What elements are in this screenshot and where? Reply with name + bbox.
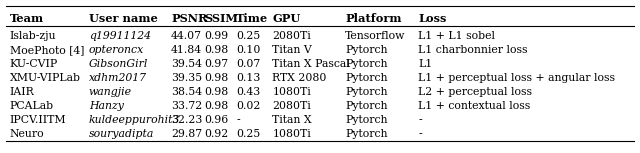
Text: XMU-VIPLab: XMU-VIPLab [10,73,81,83]
Text: wangjie: wangjie [89,87,132,97]
Text: q19911124: q19911124 [89,31,151,41]
Text: 0.96: 0.96 [205,115,229,125]
Text: L1: L1 [418,59,433,69]
Text: Titan X: Titan X [273,115,312,125]
Text: 2080Ti: 2080Ti [273,31,311,41]
Text: 0.98: 0.98 [205,45,229,55]
Text: GPU: GPU [273,13,301,24]
Text: 32.23: 32.23 [171,115,202,125]
Text: 1080Ti: 1080Ti [273,129,311,139]
Text: kuldeeppurohit3: kuldeeppurohit3 [89,115,180,125]
Text: Pytorch: Pytorch [346,129,388,139]
Text: Team: Team [10,13,44,24]
Text: Pytorch: Pytorch [346,45,388,55]
Text: IPCV.IITM: IPCV.IITM [10,115,66,125]
Text: 39.54: 39.54 [171,59,202,69]
Text: L1 charbonnier loss: L1 charbonnier loss [418,45,528,55]
Text: -: - [418,115,422,125]
Text: -: - [418,129,422,139]
Text: 0.98: 0.98 [205,101,229,111]
Text: Pytorch: Pytorch [346,101,388,111]
Text: 41.84: 41.84 [171,45,202,55]
Text: SSIM: SSIM [205,13,239,24]
Text: Islab-zju: Islab-zju [10,31,56,41]
Text: L1 + perceptual loss + angular loss: L1 + perceptual loss + angular loss [418,73,615,83]
Text: opteroncx: opteroncx [89,45,144,55]
Text: 29.87: 29.87 [171,129,202,139]
Text: 0.07: 0.07 [236,59,260,69]
Text: 44.07: 44.07 [171,31,202,41]
Text: 0.92: 0.92 [205,129,229,139]
Text: Neuro: Neuro [10,129,44,139]
Text: 0.25: 0.25 [236,129,260,139]
Text: PCALab: PCALab [10,101,54,111]
Text: -: - [236,115,240,125]
Text: User name: User name [89,13,157,24]
Text: 2080Ti: 2080Ti [273,101,311,111]
Text: Time: Time [236,13,269,24]
Text: 0.13: 0.13 [236,73,260,83]
Text: Pytorch: Pytorch [346,87,388,97]
Text: IAIR: IAIR [10,87,35,97]
Text: 38.54: 38.54 [171,87,202,97]
Text: RTX 2080: RTX 2080 [273,73,327,83]
Text: Tensorflow: Tensorflow [346,31,406,41]
Text: Pytorch: Pytorch [346,115,388,125]
Text: Titan X Pascal: Titan X Pascal [273,59,350,69]
Text: xdhm2017: xdhm2017 [89,73,147,83]
Text: Pytorch: Pytorch [346,59,388,69]
Text: 0.10: 0.10 [236,45,260,55]
Text: Loss: Loss [418,13,447,24]
Text: 0.02: 0.02 [236,101,260,111]
Text: L2 + perceptual loss: L2 + perceptual loss [418,87,532,97]
Text: 1080Ti: 1080Ti [273,87,311,97]
Text: 0.98: 0.98 [205,87,229,97]
Text: 0.43: 0.43 [236,87,260,97]
Text: 39.35: 39.35 [171,73,202,83]
Text: KU-CVIP: KU-CVIP [10,59,58,69]
Text: Titan V: Titan V [273,45,312,55]
Text: MoePhoto [4]: MoePhoto [4] [10,45,84,55]
Text: Hanzy: Hanzy [89,101,124,111]
Text: PSNR: PSNR [171,13,207,24]
Text: 0.99: 0.99 [205,31,229,41]
Text: L1 + contextual loss: L1 + contextual loss [418,101,531,111]
Text: 0.98: 0.98 [205,73,229,83]
Text: L1 + L1 sobel: L1 + L1 sobel [418,31,495,41]
Text: 0.97: 0.97 [205,59,229,69]
Text: 0.25: 0.25 [236,31,260,41]
Text: 33.72: 33.72 [171,101,202,111]
Text: Pytorch: Pytorch [346,73,388,83]
Text: GibsonGirl: GibsonGirl [89,59,148,69]
Text: souryadipta: souryadipta [89,129,154,139]
Text: Platform: Platform [346,13,402,24]
